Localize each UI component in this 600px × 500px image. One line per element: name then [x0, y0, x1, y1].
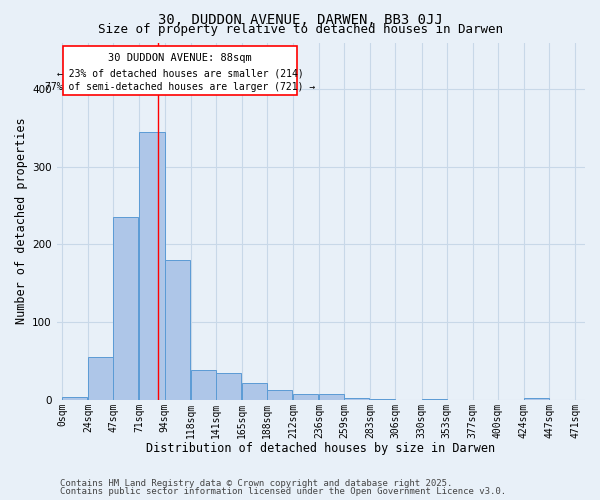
Bar	[191, 370, 216, 400]
Bar	[370, 399, 395, 400]
Y-axis label: Number of detached properties: Number of detached properties	[15, 118, 28, 324]
Bar	[422, 399, 446, 400]
Text: ← 23% of detached houses are smaller (214): ← 23% of detached houses are smaller (21…	[57, 68, 304, 78]
Bar	[88, 357, 113, 400]
Bar	[524, 398, 549, 400]
Bar	[293, 394, 318, 400]
Bar	[216, 372, 241, 400]
FancyBboxPatch shape	[63, 46, 298, 94]
Bar	[344, 398, 370, 400]
Text: 77% of semi-detached houses are larger (721) →: 77% of semi-detached houses are larger (…	[45, 82, 316, 92]
Bar	[62, 398, 87, 400]
Text: Contains public sector information licensed under the Open Government Licence v3: Contains public sector information licen…	[60, 487, 506, 496]
X-axis label: Distribution of detached houses by size in Darwen: Distribution of detached houses by size …	[146, 442, 496, 455]
Bar	[139, 132, 164, 400]
Bar	[242, 382, 267, 400]
Bar	[113, 218, 139, 400]
Bar	[319, 394, 344, 400]
Bar	[267, 390, 292, 400]
Text: Size of property relative to detached houses in Darwen: Size of property relative to detached ho…	[97, 22, 503, 36]
Bar	[164, 260, 190, 400]
Text: 30 DUDDON AVENUE: 88sqm: 30 DUDDON AVENUE: 88sqm	[109, 52, 252, 62]
Text: 30, DUDDON AVENUE, DARWEN, BB3 0JJ: 30, DUDDON AVENUE, DARWEN, BB3 0JJ	[158, 12, 442, 26]
Text: Contains HM Land Registry data © Crown copyright and database right 2025.: Contains HM Land Registry data © Crown c…	[60, 479, 452, 488]
